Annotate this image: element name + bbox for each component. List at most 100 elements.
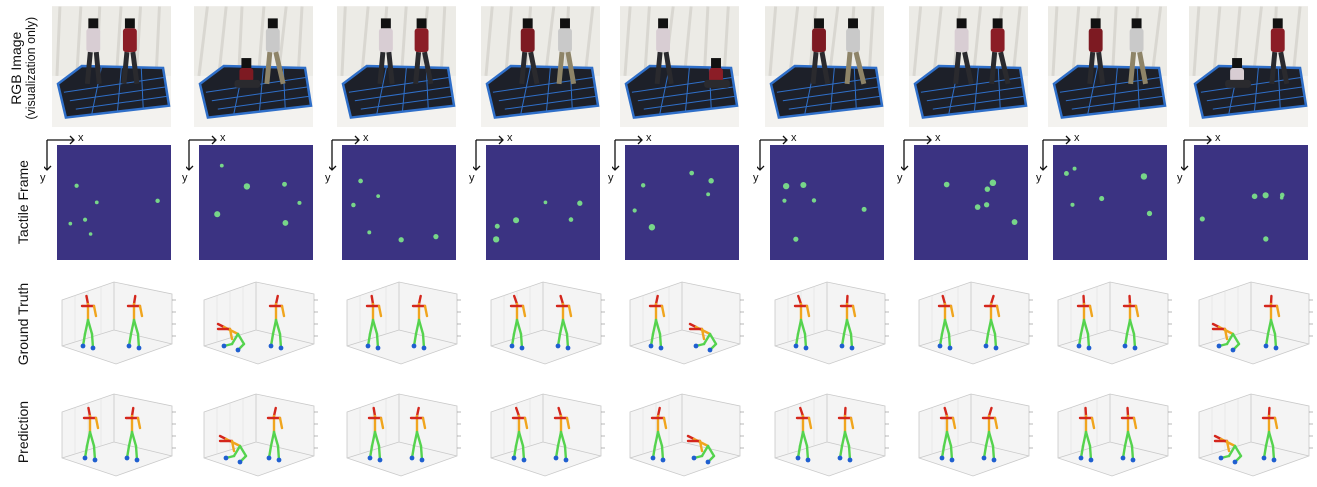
y-axis-label: y [469, 172, 475, 184]
person-legs [1225, 80, 1251, 88]
skeleton-foot [564, 458, 569, 463]
pressure-spot [1200, 216, 1205, 221]
plot-box [491, 394, 601, 476]
person-torso [991, 28, 1005, 52]
tactile-frame [770, 145, 884, 260]
tactile-frame [1194, 145, 1308, 260]
y-arrow-icon [1181, 140, 1188, 170]
y-axis-label: y [1177, 172, 1183, 184]
pressure-spot [155, 199, 159, 203]
pressure-spot [689, 171, 694, 176]
face-blur [417, 18, 427, 28]
y-arrow-icon [44, 140, 51, 170]
rgb-scene [1189, 6, 1308, 127]
skeleton-foot [1123, 344, 1128, 349]
ground-truth-skeleton-plot [622, 272, 753, 370]
pressure-spot [649, 224, 655, 230]
pressure-spot [282, 182, 287, 187]
row-label-rgb-subtitle: (visualization only) [24, 17, 38, 120]
face-blur [1091, 18, 1101, 28]
face-blur [88, 18, 98, 28]
face-blur [1232, 58, 1242, 68]
3d-plot [54, 272, 185, 370]
heatmap-background [486, 145, 600, 260]
skeleton-foot [796, 456, 801, 461]
skeleton-foot [522, 458, 527, 463]
y-arrow-icon [757, 140, 764, 170]
pressure-spot [351, 203, 355, 207]
heatmap-background [1194, 145, 1308, 260]
face-blur [523, 18, 533, 28]
row-label-tactile-text: Tactile Frame [15, 160, 31, 244]
pressure-spot [220, 164, 224, 168]
person-torso [1089, 28, 1103, 52]
heatmap-background [199, 145, 313, 260]
pressure-spot [244, 183, 250, 189]
row-label-rgb-title: RGB Image [8, 17, 24, 120]
pressure-spot [493, 236, 499, 242]
plot-box [204, 282, 314, 364]
skeleton-foot [1121, 456, 1126, 461]
tactile-frame [57, 145, 171, 260]
x-axis-label: x [1215, 132, 1221, 144]
plot-box [775, 282, 885, 364]
person-leg [813, 52, 816, 84]
person-torso [846, 28, 860, 52]
skeleton-foot [83, 456, 88, 461]
pressure-spot [1252, 194, 1258, 200]
skeleton-foot [848, 458, 853, 463]
person-leg [956, 52, 959, 84]
rgb-image [52, 6, 171, 127]
skeleton-foot [982, 456, 987, 461]
pressure-spot [513, 217, 519, 223]
person-torso [266, 28, 280, 52]
skeleton-foot [420, 458, 425, 463]
skeleton-foot [1087, 346, 1092, 351]
ground-truth-skeleton-plot [1191, 272, 1317, 370]
face-blur [560, 18, 570, 28]
row-label-rgb: RGB Image (visualization only) [0, 6, 46, 130]
person-leg [380, 52, 383, 84]
prediction-skeleton-plot [622, 384, 753, 482]
face-blur [268, 18, 278, 28]
tactile-frame [1053, 145, 1167, 260]
y-axis-label: y [753, 172, 759, 184]
skeleton-foot [661, 458, 666, 463]
y-arrow-icon [901, 140, 908, 170]
skeleton-foot [992, 458, 997, 463]
skeleton-foot [1231, 348, 1236, 353]
person-torso [558, 28, 572, 52]
skeleton-foot [1219, 456, 1224, 461]
ground-truth-skeleton-plot [54, 272, 185, 370]
skeleton-foot [804, 346, 809, 351]
3d-plot [54, 384, 185, 482]
plot-box [1058, 394, 1168, 476]
tactile-heatmap [625, 145, 739, 260]
rgb-scene [909, 6, 1028, 127]
skeleton-bone [86, 296, 88, 304]
plot-box [62, 394, 172, 476]
rgb-image [909, 6, 1028, 127]
y-axis-label: y [608, 172, 614, 184]
skeleton-foot [93, 458, 98, 463]
3d-plot [622, 384, 753, 482]
skeleton-foot [940, 456, 945, 461]
skeleton-foot [651, 456, 656, 461]
skeleton-foot [91, 346, 96, 351]
pressure-spot [433, 234, 438, 239]
pressure-spot [399, 237, 404, 242]
3d-plot [1191, 384, 1317, 482]
rgb-scene [52, 6, 171, 127]
pressure-spot [83, 218, 87, 222]
tactile-heatmap [199, 145, 313, 260]
pressure-spot [74, 184, 78, 188]
3d-plot [483, 384, 614, 482]
pressure-spot [1070, 203, 1074, 207]
row-label-prediction-text: Prediction [15, 401, 31, 463]
ground-truth-skeleton-plot [767, 272, 898, 370]
skeleton-foot [1089, 458, 1094, 463]
pressure-spot [95, 200, 99, 204]
person-leg [657, 52, 660, 84]
heatmap-background [625, 145, 739, 260]
pressure-spot [1141, 173, 1147, 179]
